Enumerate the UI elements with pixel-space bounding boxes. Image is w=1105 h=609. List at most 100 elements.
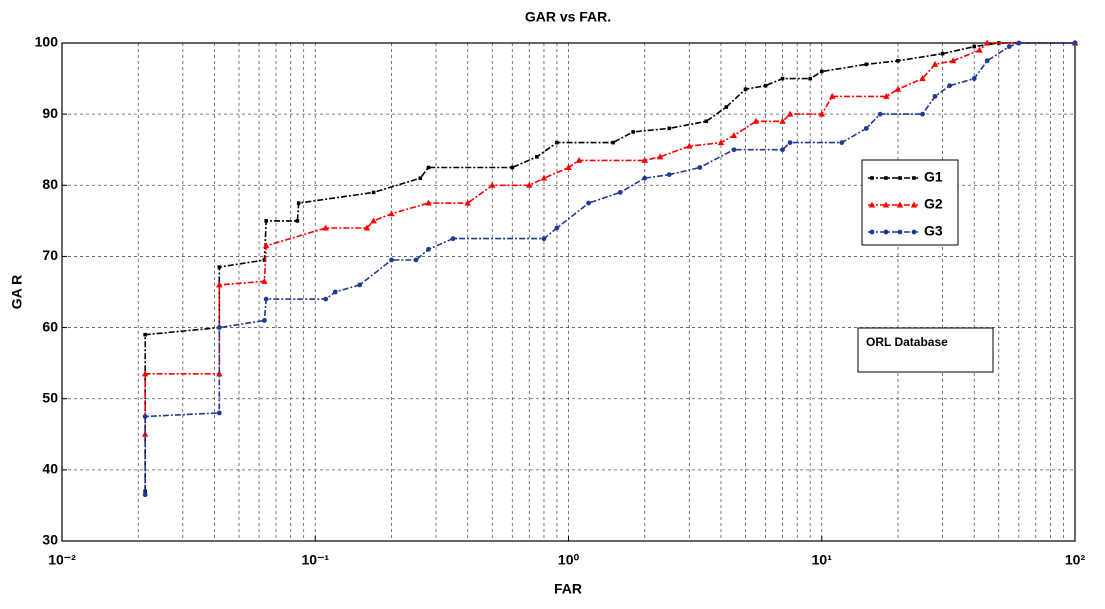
marker [262, 242, 270, 249]
marker [819, 69, 824, 74]
marker [882, 201, 890, 208]
y-tick-label: 80 [42, 176, 58, 192]
marker [216, 410, 222, 416]
marker [656, 153, 664, 160]
y-tick-label: 60 [42, 318, 58, 334]
marker [1072, 40, 1078, 46]
annotation: ORL Database [866, 335, 948, 349]
marker [984, 58, 990, 64]
marker [555, 140, 559, 145]
marker [450, 236, 456, 242]
marker [216, 325, 222, 330]
marker [940, 51, 945, 56]
marker [357, 282, 363, 288]
marker [541, 236, 547, 242]
marker [894, 85, 902, 92]
marker [262, 258, 267, 262]
marker [971, 76, 977, 81]
y-tick-label: 50 [42, 389, 58, 405]
marker [868, 201, 876, 208]
marker [920, 111, 925, 117]
marker [883, 92, 890, 99]
marker [949, 57, 957, 64]
marker [418, 176, 423, 180]
marker [565, 164, 572, 170]
marker [413, 257, 419, 263]
marker [731, 147, 737, 153]
marker [932, 93, 938, 99]
marker [322, 224, 329, 231]
marker [631, 130, 635, 134]
marker [388, 210, 395, 217]
marker [510, 165, 515, 170]
marker [143, 332, 147, 337]
chart-title: GAR vs FAR. [525, 9, 611, 25]
x-tick-label: 10⁻¹ [301, 552, 329, 568]
marker [1016, 40, 1022, 46]
legend-label: G1 [924, 169, 943, 185]
marker [808, 76, 812, 81]
marker [897, 229, 903, 235]
marker [697, 165, 703, 170]
series-line [144, 42, 1075, 495]
y-tick-label: 30 [42, 532, 58, 548]
marker [910, 201, 918, 208]
marker [617, 190, 623, 195]
marker [829, 92, 836, 99]
marker [896, 201, 904, 208]
marker [724, 105, 729, 109]
marker [141, 370, 149, 377]
plot-frame [61, 42, 1076, 542]
marker [717, 139, 725, 146]
x-tick-label: 10² [1065, 552, 1086, 568]
marker [686, 142, 693, 149]
marker [425, 199, 432, 206]
y-tick-label: 90 [42, 105, 58, 121]
marker [540, 174, 548, 181]
marker [263, 296, 269, 302]
marker [983, 39, 991, 46]
x-tick-label: 10¹ [812, 552, 833, 568]
marker [704, 119, 709, 124]
marker [216, 281, 223, 288]
marker [869, 229, 875, 235]
marker [911, 229, 917, 235]
marker [323, 296, 329, 302]
x-tick-label: 10⁰ [558, 552, 580, 568]
marker [743, 87, 748, 92]
marker [1006, 44, 1012, 49]
marker [666, 172, 672, 178]
marker [787, 140, 793, 146]
x-axis-label: FAR [554, 581, 582, 597]
marker [554, 225, 560, 231]
y-tick-label: 40 [42, 461, 58, 477]
marker [426, 165, 431, 170]
marker [896, 58, 900, 63]
marker [217, 265, 222, 269]
marker [264, 219, 268, 223]
marker [426, 246, 431, 252]
marker [877, 111, 883, 117]
marker [489, 181, 496, 188]
marker [142, 492, 148, 498]
marker [262, 318, 267, 323]
marker [779, 117, 786, 124]
marker [389, 257, 394, 263]
marker [919, 75, 926, 82]
series-line [144, 42, 1075, 435]
marker [535, 155, 539, 159]
marker [142, 414, 148, 419]
series-line [144, 42, 1075, 492]
marker [464, 199, 471, 206]
marker [884, 176, 888, 180]
marker [295, 219, 300, 223]
marker [780, 76, 785, 81]
y-tick-label: 100 [35, 34, 59, 50]
marker [863, 125, 869, 131]
marker [976, 46, 983, 53]
marker [370, 217, 377, 224]
marker [332, 289, 338, 295]
marker [586, 200, 591, 206]
marker [261, 277, 268, 284]
